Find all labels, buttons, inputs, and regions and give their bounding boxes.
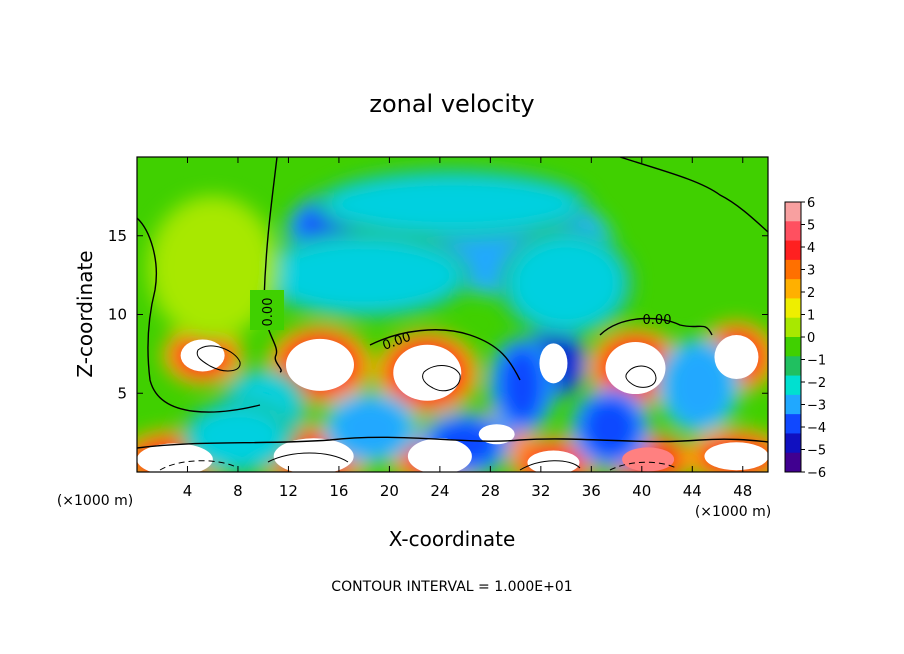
field-core (180, 339, 225, 372)
x-tick-label-1: 8 (233, 482, 243, 500)
x-tick-label-8: 36 (582, 482, 601, 500)
field-cell-22 (322, 391, 419, 464)
field-core (714, 335, 759, 380)
colorbar-swatch-13 (785, 452, 801, 473)
colorbar-swatch-6 (785, 317, 801, 338)
field-cell-16 (256, 231, 473, 320)
colorbar-swatch-12 (785, 433, 801, 454)
x-tick-label-0: 4 (183, 482, 193, 500)
x-tick-label-7: 32 (531, 482, 550, 500)
y-tick-label-2: 15 (108, 227, 127, 245)
colorbar-tick-label-3: 3 (807, 264, 815, 279)
field-cell-20 (570, 387, 651, 468)
field-core (285, 338, 354, 391)
field-core (407, 438, 472, 472)
x-tick-label-4: 20 (380, 482, 399, 500)
colorbar-swatch-8 (785, 356, 801, 377)
x-tick-label-10: 44 (683, 482, 702, 500)
field-core (704, 442, 768, 471)
field-band (667, 345, 730, 426)
x-tick-label-9: 40 (632, 482, 651, 500)
velocity-field (137, 168, 768, 472)
colorbar-tick-label-7: −1 (807, 354, 826, 369)
colorbar-swatch-1 (785, 221, 801, 242)
field-cell-15 (314, 168, 591, 241)
field-band (581, 395, 640, 460)
field-core (137, 443, 213, 472)
inner-contours (159, 345, 677, 471)
field-cell-19 (487, 337, 556, 434)
field-cell-25 (144, 193, 281, 342)
colorbar-tick-label-10: −4 (807, 421, 826, 436)
colorbar-tick-label-11: −5 (807, 444, 826, 459)
x-tick-label-11: 48 (733, 482, 752, 500)
x-unit-left: (×1000 m) (57, 493, 133, 509)
colorbar-swatch-0 (785, 202, 801, 222)
field-core (478, 424, 515, 445)
colorbar-swatch-4 (785, 279, 801, 299)
field-cell-17 (498, 229, 635, 337)
contour-label-3: 0.00 (643, 313, 672, 328)
colorbar-tick-label-5: 1 (807, 309, 815, 324)
colorbar-swatch-11 (785, 414, 801, 434)
colorbar-tick-label-8: −2 (807, 376, 826, 391)
zero-contour-right (599, 317, 713, 336)
colorbar-tick-label-6: 0 (807, 331, 815, 346)
chart-title: zonal velocity (369, 90, 534, 118)
field-band (509, 237, 624, 329)
zero-contour-top-arch (619, 157, 768, 233)
contour-label-1: 0.00 (261, 298, 276, 327)
colorbar-swatch-5 (785, 298, 801, 319)
y-axis: 5 10 15 (108, 227, 768, 402)
colorbar-swatch-2 (785, 240, 801, 261)
x-tick-label-5: 24 (430, 482, 449, 500)
field-core (393, 344, 462, 401)
field-core (539, 343, 568, 384)
x-unit-right: (×1000 m) (695, 504, 771, 520)
label-bg-1 (250, 290, 284, 330)
x-tick-label-2: 12 (279, 482, 298, 500)
colorbar-swatch-7 (785, 337, 801, 357)
field-band (333, 399, 408, 456)
field-band (325, 176, 580, 233)
y-tick-label-0: 5 (117, 384, 127, 402)
colorbar-tick-label-12: −6 (807, 466, 826, 481)
field-band (267, 239, 462, 312)
field-band (498, 345, 545, 426)
field-core (622, 447, 675, 472)
zero-contour-left-low (137, 217, 261, 413)
field-band (190, 407, 285, 468)
colorbar-swatch-9 (785, 375, 801, 396)
field-core (273, 438, 354, 472)
x-axis: 4 8 12 16 20 24 28 32 36 40 44 48 (183, 157, 752, 500)
contour-interval-note: CONTOUR INTERVAL = 1.000E+01 (331, 579, 572, 595)
x-tick-label-3: 16 (329, 482, 348, 500)
zero-contour-center (369, 329, 521, 381)
colorbar-tick-label-4: 2 (807, 286, 815, 301)
colorbar-tick-label-1: 5 (807, 219, 815, 234)
x-axis-label: X-coordinate (389, 527, 516, 551)
zero-contour-bottom (137, 436, 768, 449)
field-band (155, 201, 270, 334)
colorbar-swatch-10 (785, 394, 801, 415)
y-axis-label: Z-coordinate (73, 250, 97, 377)
colorbar-tick-label-0: 6 (807, 196, 815, 211)
colorbar-swatch-3 (785, 259, 801, 280)
colorbar: 6 5 4 3 2 1 0 −1 −2 −3 −4 −5 −6 (784, 196, 826, 481)
field-core (605, 342, 666, 395)
colorbar-tick-label-9: −3 (807, 399, 826, 414)
plot-area: 0.00 0.00 0.00 (136, 156, 769, 473)
x-tick-label-6: 28 (481, 482, 500, 500)
colorbar-tick-label-2: 4 (807, 241, 815, 256)
y-tick-label-1: 10 (108, 306, 127, 324)
